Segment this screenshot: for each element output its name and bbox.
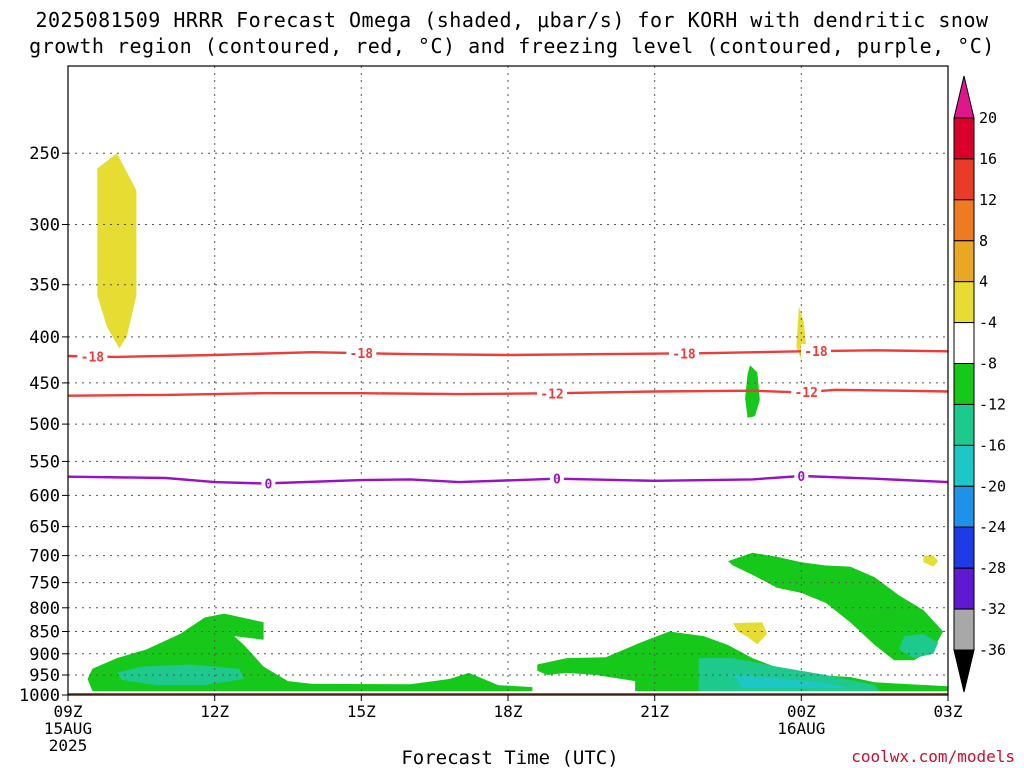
y-tick-label: 950 [29,666,60,686]
contour-label: 0 [553,473,561,488]
colorbar-segment [953,158,975,201]
colorbar-segment [953,444,975,487]
contour-label: 0 [797,470,805,485]
colorbar-label: 20 [979,109,997,127]
y-tick-label: 550 [29,452,60,472]
colorbar-segment [953,404,975,446]
colorbar-label: -12 [979,396,1006,414]
contour-label-bg [669,346,699,361]
omega-area-11 [732,675,851,688]
contour-label-bg [261,476,276,491]
x-axis-title: Forecast Time (UTC) [401,747,618,768]
y-tick-label: 450 [29,374,60,394]
contour-label: -18 [672,347,696,362]
credit-link[interactable]: coolwx.com/models [851,747,1015,766]
omega-area-10 [899,633,939,659]
omega-area-5 [728,552,944,661]
x-tick-date-label: 16AUG [777,719,825,738]
colorbar-bottom-arrow [953,649,975,693]
contour-label-bg [77,349,108,364]
colorbar-segment [953,199,975,242]
contour-label-bg [346,346,377,361]
colorbar-label: 8 [979,232,988,250]
omega-shading-layer [87,153,948,692]
omega-area-2 [732,622,768,645]
colorbar-segment [953,117,975,160]
x-tick-label: 21Z [640,702,669,721]
colorbar-segment [953,240,975,283]
colorbar-label: -4 [979,314,997,332]
contour-label-bg [549,471,564,486]
colorbar-label: -20 [979,477,1006,495]
colorbar-segment [953,567,975,610]
grid-layer [67,66,949,696]
y-tick-label: 700 [29,547,60,567]
colorbar-label: 16 [979,150,997,168]
colorbar-label: 4 [979,273,988,291]
y-tick-label: 300 [29,216,60,236]
contour-label-bg [794,469,809,483]
y-tick-label: 750 [29,574,60,594]
y-tick-label: 400 [29,328,60,348]
plot-frame [67,65,949,696]
colorbar-segment [953,485,975,528]
chart-title-line-2: growth region (contoured, red, °C) and f… [29,34,995,58]
colorbar-label: -8 [979,355,997,373]
colorbar-top-arrow [953,75,975,119]
contour-label: -12 [794,386,817,401]
colorbar-segment [953,281,975,324]
colorbar-segment [953,608,975,651]
ground-layer [68,693,948,695]
y-tick-label: 250 [29,144,60,164]
x-tick-label: 18Z [494,702,523,721]
y-tick-label: 850 [29,623,60,643]
colorbar-label: 12 [979,191,997,209]
contour-label: -12 [540,387,563,402]
y-tick-label: 600 [29,486,60,506]
colorbar-label: -16 [979,436,1006,454]
y-tick-label: 650 [29,518,60,538]
y-tick-label: 800 [29,599,60,619]
x-tick-label: 00Z [787,702,816,721]
colorbar-label: -24 [979,518,1006,536]
colorbar-segment [953,322,975,365]
contour-label-bg [801,344,831,359]
y-tick-label: 1000 [19,686,60,706]
chart-title-line-1: 2025081509 HRRR Forecast Omega (shaded, … [35,8,989,32]
x-tick-date-label: 15AUG [44,719,92,738]
colorbar-segment [953,363,975,405]
contour-label: -18 [804,345,828,360]
x-tick-label: 15Z [347,702,376,721]
contour-label: -18 [81,350,105,365]
contour-layer: -18 -18 -18 -18 -12 -12 0 0 0 [68,344,948,492]
contour-label-bg [791,385,822,399]
contour-line-0 [68,474,948,485]
omega-area-0 [97,153,137,349]
contour-label: -18 [350,347,374,362]
contour-line-minus12 [68,388,948,397]
x-tick-label: 03Z [934,702,963,721]
x-tick-year-label: 2025 [49,736,88,755]
x-tick-label: 12Z [200,702,229,721]
x-tick-label: 09Z [54,702,83,721]
omega-area-3 [923,555,939,567]
pressure-axis: 2503003504004505005506006507007508008509… [19,144,68,706]
contour-label: 0 [264,477,272,492]
y-tick-label: 900 [29,645,60,665]
colorbar-label: -36 [979,641,1006,659]
y-tick-label: 500 [29,415,60,435]
y-tick-label: 350 [29,276,60,296]
colorbar: 20 16 12 8 4 -4 -8 -12 -16 -20 -24 -28 -32 -36 [953,75,1006,693]
contour-label-bg [537,386,567,401]
colorbar-segment [953,526,975,569]
colorbar-label: -32 [979,600,1006,618]
colorbar-label: -28 [979,559,1006,577]
